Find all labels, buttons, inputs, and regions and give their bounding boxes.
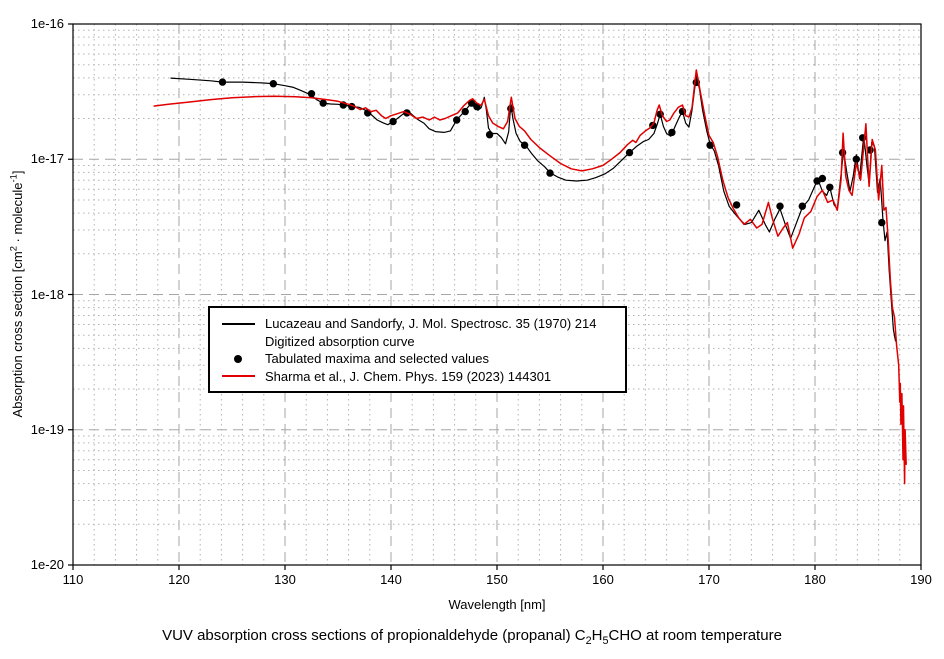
legend-label-lucazeau: Lucazeau and Sandorfy, J. Mol. Spectrosc… [265,316,597,332]
series-tabulated-point [269,80,277,88]
series-tabulated-point [852,155,860,163]
y-tick-label: 1e-19 [30,421,64,437]
series-tabulated-point [798,202,806,210]
y-tick-label: 1e-17 [30,151,64,167]
red-line-icon [221,375,255,378]
y-tick-label: 1e-20 [30,557,64,572]
x-axis-label: Wavelength [nm] [448,597,546,612]
legend-sample-black-line [218,322,258,325]
series-tabulated-point [668,128,676,137]
series-sharma-curve [153,69,907,485]
series-tabulated-point [467,99,476,107]
series-tabulated-point [319,99,327,107]
series-tabulated-point [732,201,741,209]
legend-entry-lucazeau-line2: Digitized absorption curve [210,333,625,351]
x-tick-label: 120 [168,572,190,587]
legend: Lucazeau and Sandorfy, J. Mol. Spectrosc… [208,306,627,393]
series-tabulated-point [818,174,827,183]
x-tick-label: 170 [698,572,720,587]
legend-label-tabulated: Tabulated maxima and selected values [265,351,490,367]
x-tick-label: 150 [486,572,508,587]
series-tabulated-point [776,202,784,210]
x-tick-label: 160 [592,572,614,587]
x-tick-label: 190 [910,572,932,587]
series-tabulated-point [706,141,714,149]
legend-label-sharma: Sharma et al., J. Chem. Phys. 159 (2023)… [265,368,552,384]
legend-entry-sharma: Sharma et al., J. Chem. Phys. 159 (2023)… [210,368,625,386]
x-tick-label: 180 [804,572,826,587]
series-tabulated-point [826,183,834,191]
legend-sample-red-line [218,375,258,378]
series-tabulated-point [485,131,494,139]
legend-entry-tabulated: Tabulated maxima and selected values [210,350,625,368]
legend-label-digitized: Digitized absorption curve [265,333,415,349]
x-tick-label: 140 [380,572,402,587]
series-lucazeau-curve [170,75,897,342]
figure-caption-text: VUV absorption cross sections of propion… [162,627,782,647]
series-tabulated-point [520,141,529,149]
series-tabulated-point [307,90,316,98]
y-tick-label: 1e-18 [30,286,64,302]
x-tick-label: 110 [62,572,84,587]
series-tabulated-point [461,107,469,116]
legend-entry-lucazeau: Lucazeau and Sandorfy, J. Mol. Spectrosc… [210,315,625,333]
series-tabulated-point [625,148,634,157]
legend-sample-dot [218,354,258,363]
series-tabulated-point [546,169,554,177]
x-tick-label: 130 [274,572,296,587]
series-tabulated-point [878,218,886,227]
series-tabulated-point [389,117,397,126]
series-tabulated-point [218,78,227,86]
y-tick-label: 1e-16 [30,16,64,31]
dot-marker-icon [234,354,242,363]
series-tabulated-point [453,116,461,124]
black-line-icon [221,322,255,325]
figure-caption: VUV absorption cross sections of propion… [48,627,896,647]
